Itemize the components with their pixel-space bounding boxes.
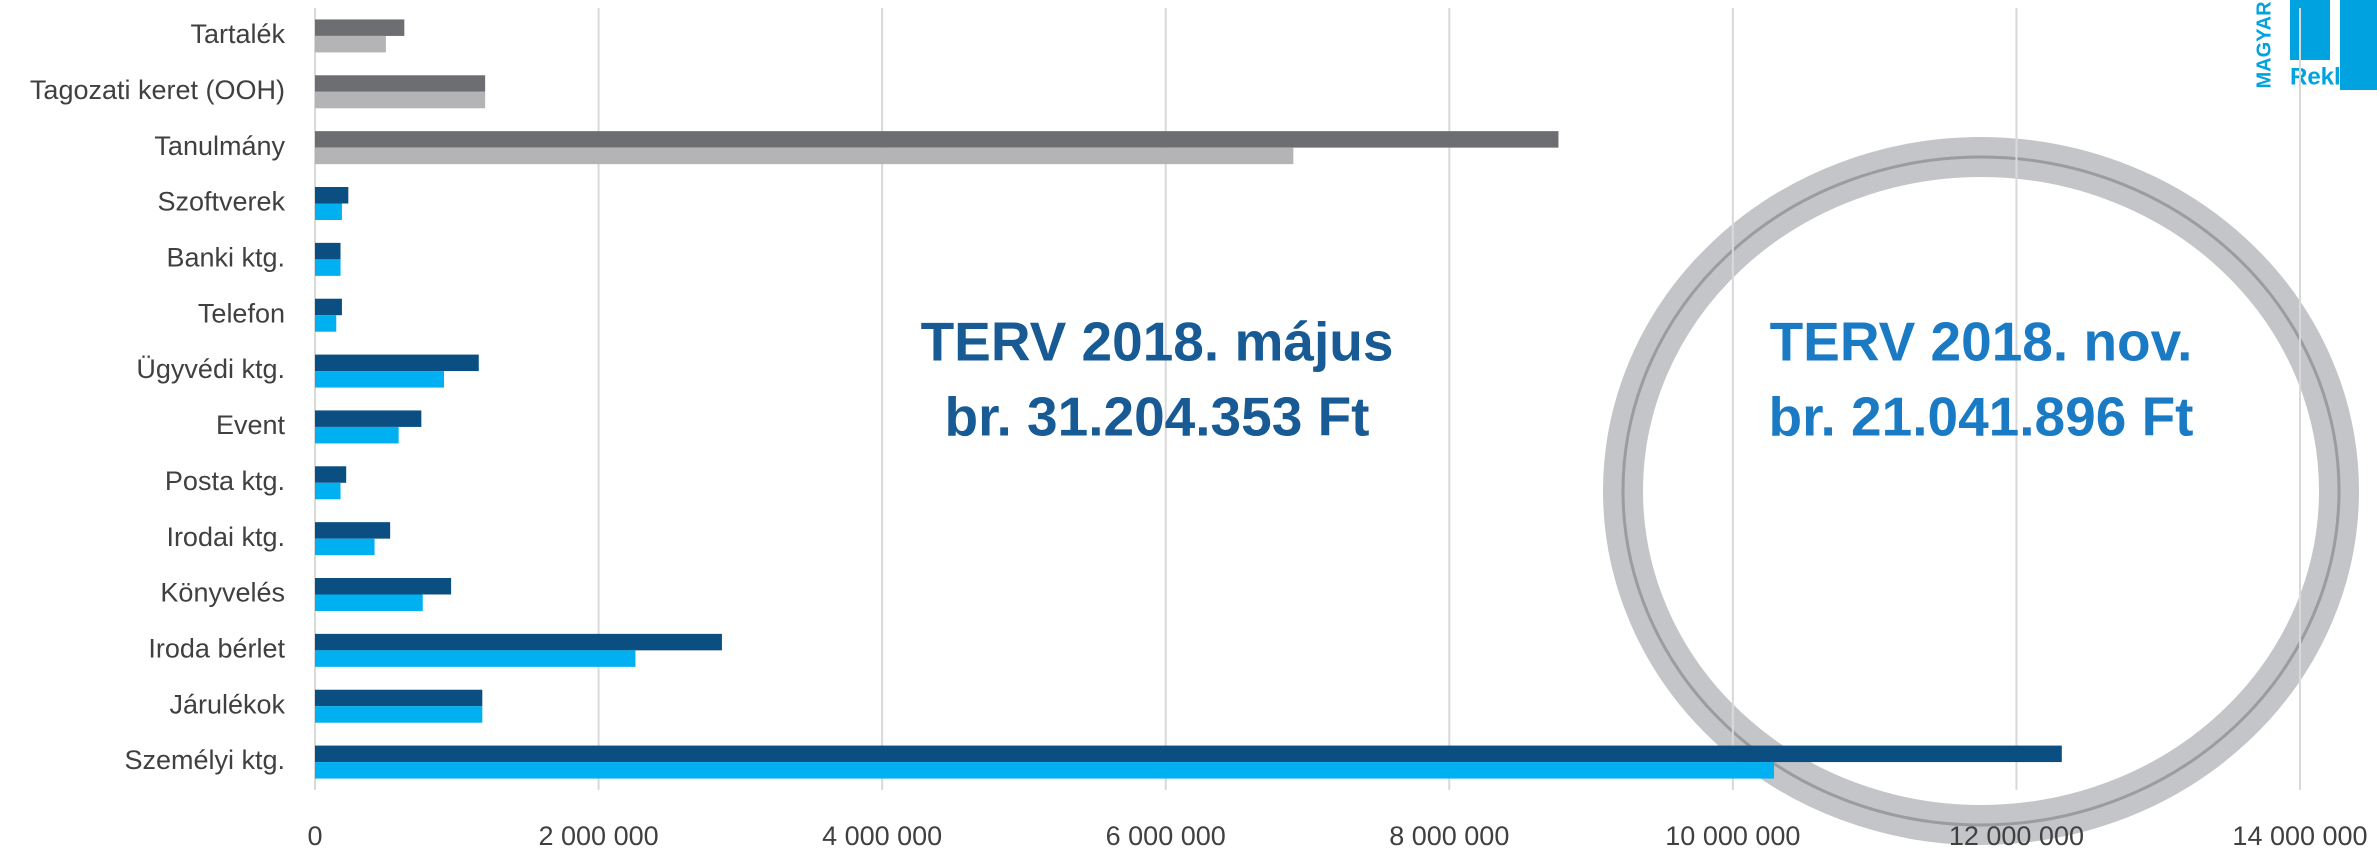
x-tick-label: 0 [307,821,322,851]
bar [315,578,452,595]
logo-text: Reklámsz [2290,63,2377,90]
x-tick-label: 10 000 000 [1665,821,1800,851]
logo-block [2290,0,2330,60]
bar [315,689,483,707]
bar [315,371,445,388]
bar [315,259,341,276]
bar [315,75,486,92]
y-tick-label: Tagozati keret (OOH) [30,75,285,105]
bar [315,633,722,651]
bar [315,19,405,36]
bar [315,35,386,53]
annotation: br. 31.204.353 Ft [945,386,1370,448]
bar [315,410,422,427]
x-tick-label: 12 000 000 [1949,821,2084,851]
x-tick-label: 6 000 000 [1106,821,1226,851]
bar [315,242,341,260]
bar [315,650,636,667]
y-tick-label: Iroda bérlet [148,633,285,663]
ring [1603,137,2359,845]
bar [315,762,1774,779]
bar [315,706,483,723]
x-tick-label: 2 000 000 [539,821,659,851]
y-tick-label: Személyi ktg. [124,745,285,775]
y-tick-label: Posta ktg. [165,466,285,496]
annotation: TERV 2018. május [921,311,1394,373]
annotation: TERV 2018. nov. [1770,311,2193,373]
bar [315,187,349,204]
x-tick-label: 8 000 000 [1389,821,1509,851]
bar [315,594,423,611]
y-tick-label: Járulékok [169,689,285,719]
bar [315,522,391,539]
y-tick-label: Szoftverek [157,187,285,217]
y-tick-label: Könyvelés [160,578,285,608]
bar [315,315,337,332]
bar [315,298,342,316]
y-tick-label: Tartalék [190,19,285,49]
y-tick-label: Ügyvédi ktg. [136,354,285,384]
logo-block [2340,0,2377,90]
logo-text: MAGYAR [2253,1,2275,89]
y-tick-label: Banki ktg. [166,242,285,272]
annotation: br. 21.041.896 Ft [1769,386,2194,448]
bar [315,466,347,483]
bar [315,91,486,109]
ring-line [1621,155,2341,827]
bar [315,745,2062,763]
bar [315,426,399,444]
x-tick-label: 14 000 000 [2232,821,2367,851]
y-tick-label: Telefon [198,298,285,328]
bar [315,131,1559,148]
bar [315,538,375,556]
bar [315,203,342,220]
x-tick-label: 4 000 000 [822,821,942,851]
y-tick-label: Tanulmány [154,131,285,161]
bar [315,354,479,372]
y-tick-label: Event [216,410,286,440]
bar [315,147,1294,165]
bar [315,482,341,500]
y-tick-label: Irodai ktg. [166,522,285,552]
